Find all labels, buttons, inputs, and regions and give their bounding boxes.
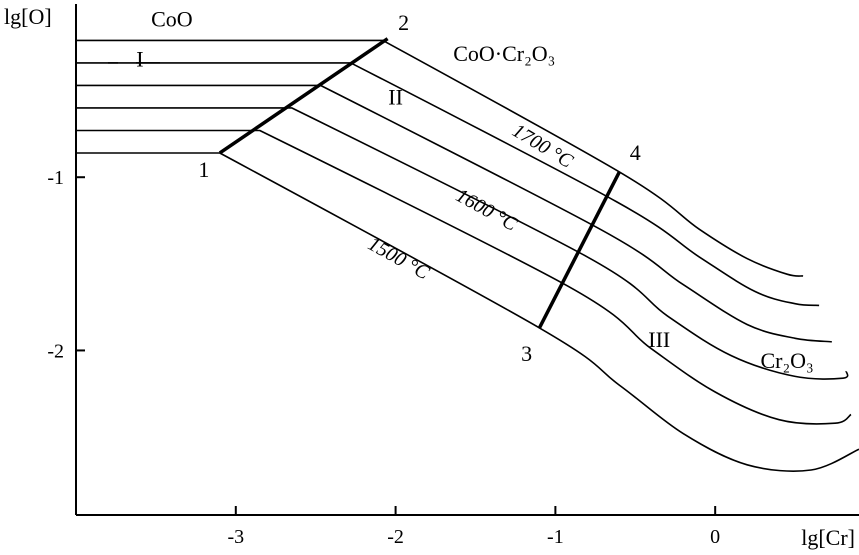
isotherm-curve-2 [76, 129, 852, 425]
boundary-1-2 [218, 37, 389, 155]
axis-ticks: -3 -2 -1 0 -1 -2 [47, 167, 720, 548]
isotherm-curve-5 [76, 62, 820, 307]
y-tick-label: -2 [47, 340, 64, 362]
phase-label: Cr₂O₃ [760, 348, 813, 373]
phase-boundaries [218, 37, 621, 329]
temperature-label: 1500 °C [364, 233, 433, 285]
x-tick-label: -1 [547, 526, 564, 548]
region-label: II [388, 84, 403, 109]
isotherm-curves [76, 39, 859, 472]
x-tick-label: -2 [387, 526, 404, 548]
y-axis-label: lg[O] [4, 4, 52, 29]
region-label: III [648, 327, 670, 352]
phase-label: CoO·Cr₂O₃ [453, 41, 555, 66]
point-label-1: 1 [198, 157, 209, 182]
y-tick-label: -1 [47, 167, 64, 189]
boundary-3-4 [537, 171, 621, 329]
point-label-2: 2 [398, 10, 409, 35]
axes [75, 4, 859, 516]
region-label: CoO [151, 7, 193, 32]
temperature-label: 1600 °C [452, 184, 521, 236]
isotherm-curve-6 [76, 39, 804, 277]
x-tick-label: 0 [710, 526, 720, 548]
x-axis-label: lg[Cr] [801, 525, 855, 550]
isotherm-curve-4 [76, 84, 832, 343]
point-label-3: 3 [521, 341, 532, 366]
x-tick-label: -3 [227, 526, 244, 548]
region-label: I [136, 46, 143, 71]
isotherm-curve-1 [76, 152, 859, 472]
isotherm-curve-3 [76, 107, 849, 380]
point-label-4: 4 [630, 140, 641, 165]
